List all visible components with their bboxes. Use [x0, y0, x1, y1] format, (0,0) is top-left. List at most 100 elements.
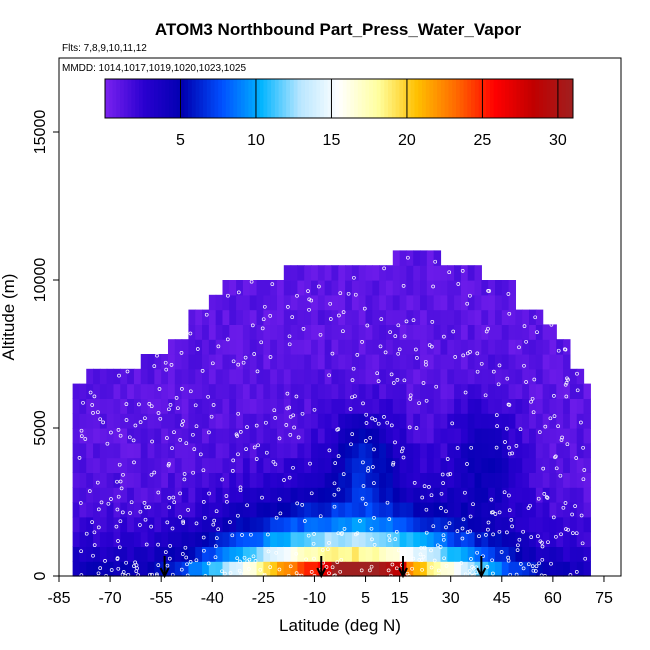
sample-point [533, 569, 538, 573]
heatmap-cell [331, 531, 339, 547]
heatmap-cell [399, 531, 408, 547]
heatmap-cell [263, 457, 271, 473]
heatmap-cell [345, 324, 353, 340]
heatmap-cell [317, 280, 326, 296]
heatmap-cell [120, 546, 128, 562]
colorbar-swatch [339, 79, 344, 118]
heatmap-cell [345, 561, 353, 577]
heatmap-cell [515, 502, 523, 518]
heatmap-cell [351, 487, 360, 503]
sample-point [537, 430, 542, 434]
colorbar-swatch [172, 79, 178, 118]
sample-point [341, 472, 346, 476]
heatmap-cell [242, 398, 251, 414]
heatmap-cell [317, 487, 326, 503]
heatmap-cell [242, 516, 251, 533]
heatmap-cell [426, 442, 435, 459]
sample-point [90, 403, 95, 407]
heatmap-cell [154, 472, 162, 488]
heatmap-cell [488, 280, 496, 296]
sample-point [273, 416, 278, 420]
heatmap-cell [290, 398, 299, 414]
heatmap-cell [426, 250, 435, 266]
sample-point [179, 567, 184, 572]
heatmap-cell [99, 457, 108, 473]
heatmap-cell [276, 368, 285, 385]
heatmap-cell [127, 531, 135, 547]
heatmap-cell [467, 413, 476, 429]
heatmap-cell [406, 502, 414, 518]
heatmap-cell [406, 383, 414, 399]
heatmap-cell [86, 487, 94, 503]
sample-point [106, 501, 111, 506]
heatmap-cell [460, 294, 469, 311]
sample-point [575, 371, 579, 376]
heatmap-cell [242, 368, 251, 385]
heatmap-cell [365, 546, 373, 562]
sample-point [431, 524, 436, 529]
sample-point [109, 568, 114, 572]
sample-point [411, 556, 416, 561]
heatmap-cell [263, 354, 271, 370]
sample-point [383, 350, 388, 355]
heatmap-cell [372, 531, 380, 547]
heatmap-cell [556, 442, 564, 459]
heatmap-cell [515, 516, 523, 533]
heatmap-cell [535, 561, 544, 577]
heatmap-cell [460, 428, 469, 444]
sample-point [442, 334, 446, 339]
sample-point [224, 494, 229, 498]
heatmap-cell [161, 546, 169, 562]
heatmap-cell [563, 383, 571, 399]
heatmap-cell [467, 502, 476, 518]
heatmap-cell [440, 413, 448, 429]
heatmap-cell [79, 487, 87, 503]
sample-point [418, 552, 423, 557]
sample-point [405, 571, 410, 576]
heatmap-cell [256, 324, 264, 340]
colorbar-swatch [554, 79, 559, 118]
heatmap-cell [324, 339, 333, 355]
sample-point [419, 558, 424, 562]
heatmap-cell [535, 472, 544, 488]
sample-point [583, 556, 588, 561]
sample-point [444, 564, 449, 568]
heatmap-cell [576, 368, 585, 385]
heatmap-cell [549, 442, 557, 459]
heatmap-cell [420, 324, 428, 340]
sample-point [95, 480, 100, 485]
colorbar-frame [104, 78, 574, 119]
heatmap-cell [508, 487, 517, 503]
heatmap-cell [147, 428, 155, 444]
sample-point [365, 323, 370, 328]
heatmap-cell [133, 383, 142, 399]
heatmap-cell [447, 294, 455, 311]
heatmap-cell [542, 502, 551, 518]
colorbar-swatch [376, 79, 382, 118]
heatmap-cell [481, 398, 489, 414]
sample-point [116, 539, 120, 543]
colorbar-swatch [135, 79, 140, 118]
heatmap-cell [154, 516, 162, 533]
heatmap-cell [140, 531, 149, 547]
heatmap-cell [324, 413, 333, 429]
heatmap-cell [161, 516, 169, 533]
y-tick-label: 5000 [32, 410, 49, 446]
heatmap-cell [372, 546, 380, 562]
sample-point [332, 504, 337, 509]
heatmap-cell [522, 383, 530, 399]
sample-point [467, 569, 472, 573]
heatmap-cell [576, 442, 585, 459]
heatmap-cell [283, 442, 292, 459]
heatmap-cell [208, 561, 217, 577]
heatmap-cell [276, 309, 285, 325]
sample-point [192, 447, 197, 451]
colorbar-swatch [165, 79, 170, 118]
heatmap-cell [147, 531, 155, 547]
heatmap-cell [317, 265, 326, 281]
sample-point [446, 472, 451, 477]
heatmap-cell [338, 383, 346, 399]
sample-point [364, 421, 369, 425]
heatmap-cell [542, 516, 551, 533]
sample-point [114, 524, 119, 529]
